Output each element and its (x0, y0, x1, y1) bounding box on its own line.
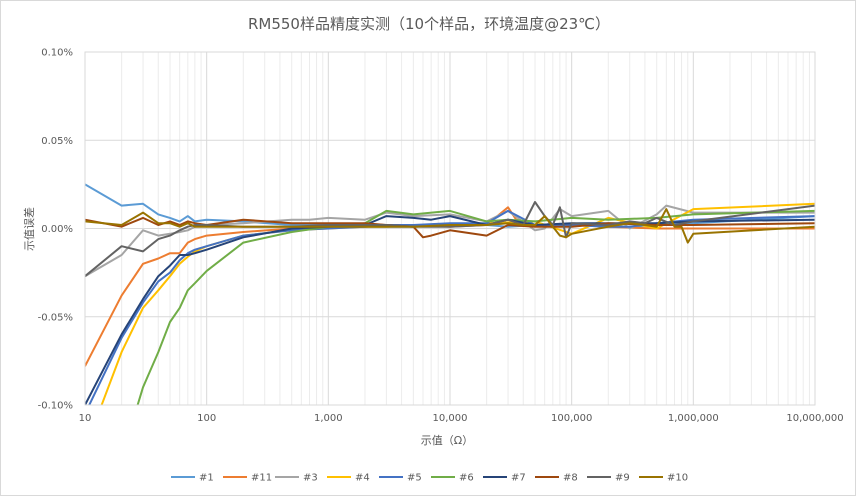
legend-label: #5 (407, 473, 422, 484)
x-axis-title: 示值（Ω） (421, 434, 473, 447)
x-tick-label: 100 (197, 413, 216, 424)
plot-area-frame (84, 51, 816, 406)
x-tick-label: 10,000 (433, 413, 468, 424)
legend-label: #1 (199, 473, 214, 484)
y-tick-label: 0.10% (41, 48, 73, 59)
legend: #1 #11 #3 #4 #5 #6 #7 #8 #9 #10 (171, 473, 688, 484)
y-tick-label: 0.00% (41, 224, 73, 235)
legend-item: #8 (535, 473, 578, 484)
legend-label: #7 (511, 473, 526, 484)
x-tick-label: 10 (79, 413, 92, 424)
legend-label: #3 (303, 473, 318, 484)
legend-label: #10 (667, 473, 688, 484)
legend-label: #8 (563, 473, 578, 484)
legend-item: #3 (275, 473, 318, 484)
series-lines (85, 183, 815, 405)
legend-item: #4 (327, 473, 370, 484)
y-tick-label: 0.05% (41, 136, 73, 147)
legend-label: #4 (355, 473, 370, 484)
x-tick-label: 10,000,000 (786, 413, 843, 424)
y-tick-label: -0.05% (38, 312, 73, 323)
legend-item: #5 (379, 473, 422, 484)
legend-item: #1 (171, 473, 214, 484)
legend-item: #11 (223, 473, 272, 484)
x-tick-label: 1,000,000 (668, 413, 719, 424)
legend-item: #10 (639, 473, 688, 484)
x-tick-label: 1,000 (314, 413, 343, 424)
series-line-n10 (85, 208, 815, 244)
legend-label: #6 (459, 473, 474, 484)
legend-item: #9 (587, 473, 630, 484)
chart-title: RM550样品精度实测（10个样品，环境温度@23℃） (248, 15, 610, 33)
legend-item: #6 (431, 473, 474, 484)
legend-label: #11 (251, 473, 272, 484)
legend-label: #9 (615, 473, 630, 484)
y-axis-title: 示值误差 (22, 207, 36, 251)
y-tick-label: -0.10% (38, 401, 73, 412)
x-tick-label: 100,000 (551, 413, 592, 424)
legend-item: #7 (483, 473, 526, 484)
x-axis-tick-labels: 10 100 1,000 10,000 100,000 1,000,000 10,000,0… (79, 413, 844, 424)
y-axis-tick-labels: -0.10% -0.05% 0.00% 0.05% 0.10% (38, 48, 73, 412)
